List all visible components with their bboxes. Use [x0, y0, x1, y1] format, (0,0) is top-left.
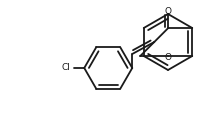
Text: O: O: [165, 7, 172, 16]
Text: Cl: Cl: [61, 63, 70, 72]
Text: O: O: [165, 52, 172, 61]
